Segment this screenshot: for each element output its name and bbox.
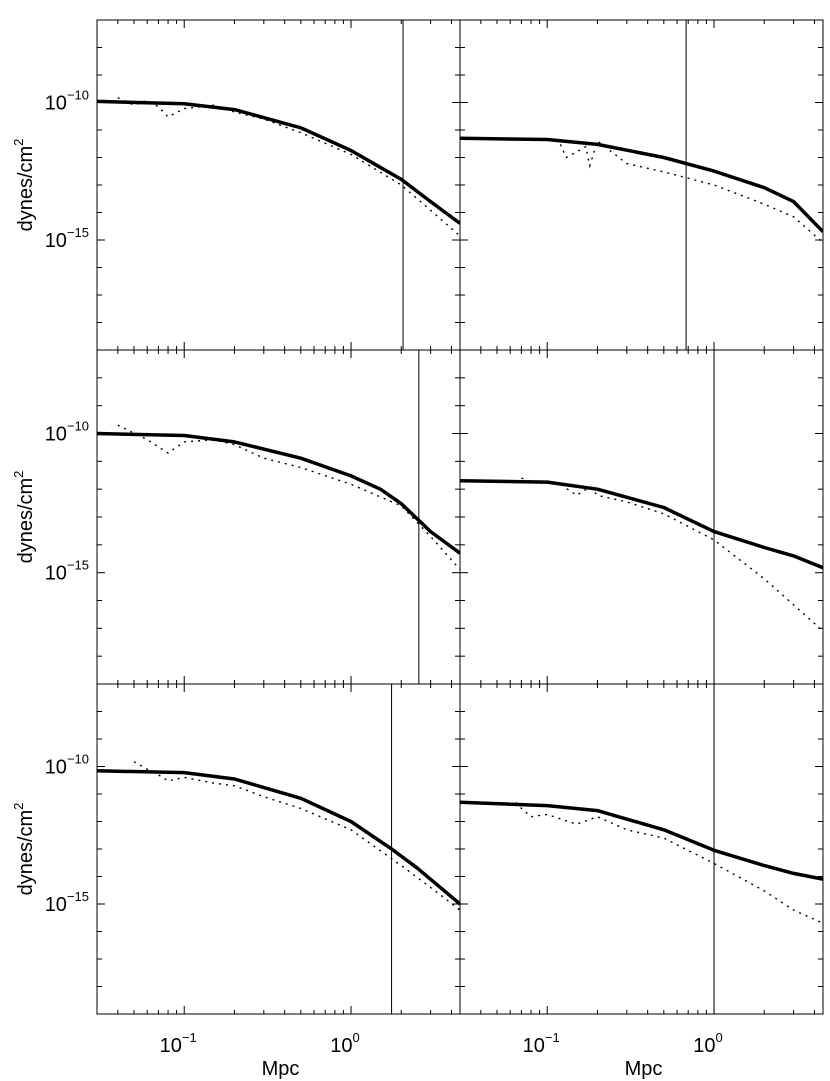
panel-frame <box>459 683 824 1015</box>
y-axis-title-superscript: 2 <box>11 139 26 146</box>
panel-1 <box>96 19 461 351</box>
panel-5 <box>96 683 461 1015</box>
x-tick-label-exponent: 0 <box>716 1030 723 1045</box>
panel-6 <box>459 683 824 1015</box>
y-axis-title-superscript: 2 <box>11 803 26 810</box>
x-tick-label: 100 <box>693 1030 722 1057</box>
dotted-series-line <box>117 424 460 570</box>
panel-frame <box>96 349 461 685</box>
solid-series-line <box>97 769 460 906</box>
x-tick-label: 10−1 <box>523 1030 560 1057</box>
y-axis-title: dynes/cm2 <box>11 471 37 564</box>
labels-layer: 10−1010−15dynes/cm210−1010−15dynes/cm210… <box>11 88 723 1081</box>
y-tick-label-exponent: −15 <box>67 889 89 904</box>
x-axis-title: Mpc <box>262 1058 300 1080</box>
panel-ticks <box>96 19 460 351</box>
dotted-series-line <box>559 139 823 244</box>
y-tick-label-exponent: −10 <box>67 752 89 767</box>
panel-data <box>460 350 823 684</box>
panel-frame <box>96 683 461 1015</box>
solid-series-line <box>460 800 823 881</box>
solid-series-line <box>460 136 823 233</box>
x-tick-label: 100 <box>330 1030 359 1057</box>
y-tick-label: 10−10 <box>45 752 89 779</box>
y-tick-label: 10−10 <box>45 419 89 446</box>
y-tick-label-exponent: −15 <box>67 225 89 240</box>
panels-layer <box>96 19 824 1015</box>
panel-data <box>460 684 823 1014</box>
solid-series-line <box>97 431 460 555</box>
solid-series-line <box>97 99 460 225</box>
panel-ticks <box>96 683 460 1015</box>
panel-frame <box>459 19 824 351</box>
dotted-series-line <box>117 97 460 237</box>
panel-4 <box>459 349 824 685</box>
panel-frame <box>96 19 461 351</box>
y-tick-label: 10−15 <box>45 558 89 585</box>
y-tick-label: 10−15 <box>45 889 89 916</box>
panel-data <box>97 350 460 684</box>
panel-ticks <box>96 349 460 685</box>
y-axis-title: dynes/cm2 <box>11 803 37 896</box>
panel-data <box>97 20 460 350</box>
panel-2 <box>459 19 824 351</box>
x-tick-label-exponent: −1 <box>182 1030 197 1045</box>
x-tick-label-exponent: −1 <box>545 1030 560 1045</box>
x-axis-title: Mpc <box>625 1058 663 1080</box>
panel-frame <box>459 349 824 685</box>
y-axis-title-superscript: 2 <box>11 471 26 478</box>
x-tick-label-exponent: 0 <box>353 1030 360 1045</box>
y-tick-label: 10−15 <box>45 225 89 252</box>
panel-data <box>460 20 823 350</box>
solid-series-line <box>460 479 823 570</box>
panel-ticks <box>459 349 823 685</box>
y-axis-title: dynes/cm2 <box>11 139 37 232</box>
dotted-series-line <box>521 477 823 632</box>
y-tick-label: 10−10 <box>45 88 89 115</box>
panel-data <box>97 684 460 1014</box>
y-tick-label-exponent: −15 <box>67 558 89 573</box>
dotted-series-line <box>133 761 460 911</box>
y-tick-label-exponent: −10 <box>67 88 89 103</box>
y-tick-label-exponent: −10 <box>67 419 89 434</box>
panel-ticks <box>459 19 823 351</box>
x-tick-label: 10−1 <box>160 1030 197 1057</box>
dotted-series-line <box>515 801 823 924</box>
panel-ticks <box>459 683 823 1015</box>
panel-3 <box>96 349 461 685</box>
